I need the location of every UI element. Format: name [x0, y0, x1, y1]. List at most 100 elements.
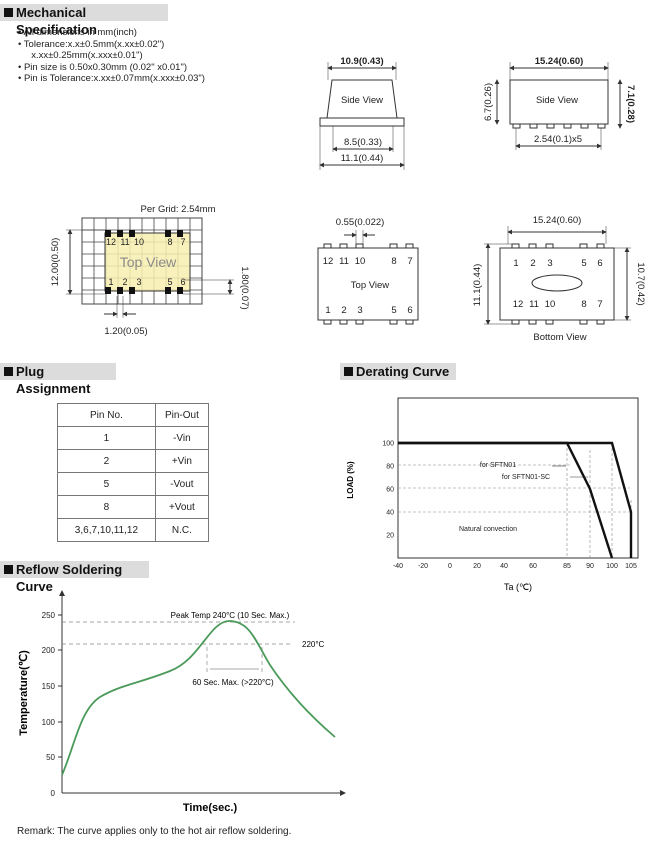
reflow-title: Reflow Soldering Curve [16, 562, 123, 594]
duration-label: 60 Sec. Max. (>220°C) [192, 678, 274, 687]
derating-ylabel: LOAD (%) [346, 461, 355, 499]
side1-base: 11.1(0.44) [341, 153, 384, 164]
grid-pin-label: 1 [108, 277, 113, 287]
bottom-pin: 8 [581, 299, 586, 310]
topview-label: Top View [351, 280, 390, 291]
remark-text: Remark: The curve applies only to the ho… [17, 826, 292, 837]
topview-pin: 6 [407, 305, 412, 316]
note-line: • Pin is Tolerance:x.xx±0.07mm(x.xxx±0.0… [18, 73, 205, 84]
table-row: 8 +Vout [57, 495, 210, 519]
bottom-pin: 1 [513, 258, 518, 269]
reflow-ytick: 100 [42, 718, 56, 727]
convection-note: Natural convection [459, 526, 517, 533]
reflow-ytick: 250 [42, 611, 56, 620]
reflow-curve [61, 620, 336, 776]
bottom-h-right: 10.7(0.42) [635, 262, 646, 305]
topview-pin: 10 [355, 256, 366, 267]
plug-table: Pin No. Pin-Out 1 -Vin 2 +Vin 5 -Vout 8 … [57, 403, 210, 542]
square-bullet-icon [344, 367, 353, 376]
derating-xtick: 100 [606, 563, 618, 570]
reflow-ytick: 150 [42, 682, 56, 691]
reflow-xlabel: Time(sec.) [183, 802, 238, 814]
derating-ytick: 80 [386, 464, 394, 471]
bottom-pin: 10 [545, 299, 556, 310]
bottom-pin: 12 [513, 299, 524, 310]
reflow-ytick: 50 [46, 753, 55, 762]
grid-pin-label: 11 [120, 237, 129, 247]
derating-ytick: 40 [386, 510, 394, 517]
grid-height: 12.00(0.50) [50, 238, 61, 287]
derating-xtick: -20 [418, 563, 428, 570]
topview-pin: 3 [357, 305, 362, 316]
series1-label: for SFTN01 [480, 462, 516, 469]
derating-chart: for SFTN01 for SFTN01-SC Natural convect… [346, 397, 639, 592]
reflow-ytick: 0 [51, 789, 56, 798]
reflow-chart: 250 200 150 100 50 0 Peak Temp 240°C (10… [18, 590, 346, 814]
pin-out-cell: -Vin [154, 426, 210, 450]
column-header: Pin No. [57, 403, 156, 427]
bottom-view-label: Bottom View [533, 332, 586, 343]
side1-pin-span: 8.5(0.33) [344, 137, 382, 148]
derating-ytick: 100 [382, 441, 394, 448]
topview-pin: 1 [325, 305, 330, 316]
plug-section-header: Plug Assignment [0, 363, 116, 396]
grid-pitch: 1.20(0.05) [104, 326, 147, 337]
topview-pin: 8 [391, 256, 396, 267]
derating-xlabel: Ta (℃) [504, 582, 532, 592]
topview-pin: 12 [323, 256, 334, 267]
reflow-ytick: 200 [42, 646, 56, 655]
side1-label: Side View [341, 95, 383, 106]
derating-xtick: 0 [448, 563, 452, 570]
footprint-grid [66, 217, 234, 318]
topview-pin: 5 [391, 305, 396, 316]
grid-pin-label: 6 [180, 277, 185, 287]
table-header-row: Pin No. Pin-Out [57, 403, 210, 427]
square-bullet-icon [4, 367, 13, 376]
derating-series-line [398, 441, 633, 558]
derating-xtick: 60 [529, 563, 537, 570]
note-line: • All dimensions in mm(inch) [18, 27, 137, 38]
table-row: 1 -Vin [57, 426, 210, 450]
bottom-pin: 7 [597, 299, 602, 310]
bottom-pin: 5 [581, 258, 586, 269]
bottom-pin: 3 [547, 258, 552, 269]
derating-xtick: -40 [393, 563, 403, 570]
derating-title: Derating Curve [356, 364, 450, 379]
bottom-h-left: 11.1(0.44) [472, 264, 483, 307]
ref-temp-label: 220°C [302, 640, 325, 649]
table-row: 3,6,7,10,11,12 N.C. [57, 518, 210, 542]
note-line: • Pin size is 0.50x0.30mm (0.02" x0.01") [18, 61, 188, 73]
mech-title: Mechanical Specification [16, 5, 97, 37]
note-line: • Tolerance:x.x±0.5mm(x.xx±0.02") [18, 38, 165, 50]
bottom-pin: 6 [597, 258, 602, 269]
series2-label: for SFTN01-SC [502, 474, 550, 481]
bottom-width: 15.24(0.60) [533, 215, 582, 226]
pin-no-cell: 5 [57, 472, 156, 496]
topview-pin-width: 0.55(0.022) [336, 217, 385, 228]
derating-xtick: 90 [586, 563, 594, 570]
side2-h2: 7.1(0.28) [625, 85, 636, 123]
peak-label: Peak Temp 240°C (10 Sec. Max.) [171, 611, 290, 620]
pin-out-cell: -Vout [154, 472, 210, 496]
topview-pin: 11 [339, 256, 349, 267]
column-header: Pin-Out [154, 403, 210, 427]
pin-no-cell: 2 [57, 449, 156, 473]
side2-width: 15.24(0.60) [535, 56, 584, 67]
side-view-narrow [319, 62, 405, 170]
top-view-drawing [317, 230, 419, 325]
derating-section-header: Derating Curve [340, 363, 456, 380]
square-bullet-icon [4, 8, 13, 17]
reflow-ylabel: Temperature(℃) [18, 650, 30, 736]
reflow-section-header: Reflow Soldering Curve [0, 561, 149, 594]
derating-xtick: 20 [473, 563, 481, 570]
grid-pad: 1.80(0.07) [239, 266, 250, 309]
side2-h1: 6.7(0.26) [483, 83, 494, 121]
grid-pin-label: 7 [180, 237, 185, 247]
grid-view-label: Top View [120, 254, 177, 270]
derating-ytick: 20 [386, 533, 394, 540]
side2-label: Side View [536, 95, 578, 106]
note-line: x.xx±0.25mm(x.xxx±0.01") [18, 50, 143, 61]
side1-width: 10.9(0.43) [340, 56, 383, 67]
derating-xtick: 85 [563, 563, 571, 570]
side2-pitch: 2.54(0.1)x5 [534, 134, 582, 145]
